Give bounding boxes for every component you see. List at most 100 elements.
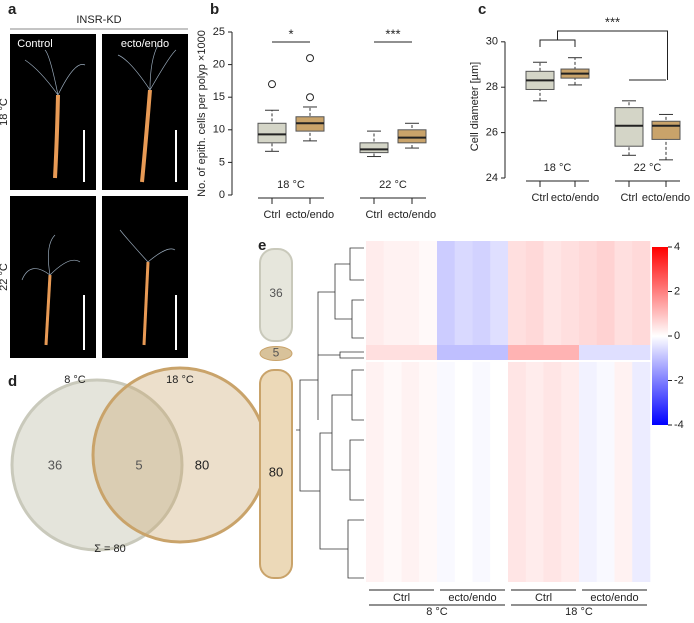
heatmap-cell (614, 362, 633, 582)
group-label: 18 °C (277, 179, 305, 191)
y-tick-label: 24 (486, 172, 498, 184)
y-tick-label: 5 (219, 156, 225, 168)
cluster-label: 5 (273, 346, 280, 360)
column-label: ecto/endo (121, 38, 169, 50)
colorbar-label: 2 (674, 285, 680, 297)
column-label: Ctrl (535, 592, 552, 604)
heatmap-cell (419, 241, 438, 345)
heatmap-cell (490, 345, 509, 360)
heatmap-cell (419, 362, 438, 582)
photos (10, 34, 188, 358)
colorbar-label: -4 (674, 419, 684, 431)
outlier (306, 93, 314, 102)
heatmap-cell (366, 362, 385, 582)
group-label: 18 °C (544, 162, 572, 174)
heatmap-cell (366, 345, 385, 360)
cluster-pill (259, 346, 293, 361)
heatmap-cell (508, 345, 527, 360)
heatmap-cell (472, 241, 491, 345)
colorbar (652, 247, 668, 425)
sig-label: * (288, 26, 293, 41)
heatmap-cell (437, 362, 456, 582)
y-tick-label: 30 (486, 36, 498, 48)
heatmap-cell (632, 241, 651, 345)
y-axis-label: No. of epith. cells per polyp ×1000 (196, 30, 208, 197)
heatmap-cell (632, 362, 651, 582)
heatmap-cell (383, 241, 402, 345)
x-tick-label: Ctrl (531, 192, 548, 204)
panel-label: b (210, 1, 219, 18)
venn-count: 36 (48, 457, 62, 472)
cluster-pill (259, 369, 293, 579)
colorbar-label: -2 (674, 374, 684, 386)
heatmap-cell (401, 241, 420, 345)
x-tick-label: Ctrl (620, 192, 637, 204)
cluster-label: 80 (269, 464, 283, 479)
venn-count: 5 (135, 457, 142, 472)
sig-label: *** (385, 26, 400, 41)
heatmap-cell (383, 345, 402, 360)
colorbar-label: 0 (674, 330, 680, 342)
heatmap-cell (437, 345, 456, 360)
sig-bar (539, 30, 668, 81)
y-tick-label: 20 (213, 59, 225, 71)
y-tick-label: 0 (219, 189, 225, 201)
outlier (268, 80, 276, 89)
heatmap-cell (508, 241, 527, 345)
heatmap-cell (525, 345, 544, 360)
heatmap-cell (614, 241, 633, 345)
heatmap-cell (472, 362, 491, 582)
heatmap-cell (596, 241, 615, 345)
cluster-pill (259, 248, 293, 342)
heatmap-cell (490, 362, 509, 582)
y-tick-label: 25 (213, 26, 225, 38)
box (257, 122, 287, 144)
group-label: 22 °C (379, 179, 407, 191)
y-tick-label: 26 (486, 127, 498, 139)
panel-label: e (258, 237, 266, 254)
heatmap-cell (614, 345, 633, 360)
y-axis-label: Cell diameter [µm] (469, 62, 481, 151)
x-tick-label: Ctrl (263, 209, 280, 221)
venn-count: 80 (195, 457, 209, 472)
heatmap-cell (561, 241, 580, 345)
row-label: 22 °C (0, 263, 10, 291)
group-label: 22 °C (634, 162, 662, 174)
heatmap-cell (419, 345, 438, 360)
column-label: ecto/endo (590, 592, 638, 604)
cluster-label: 36 (269, 286, 283, 300)
panel-a-title: INSR-KD (76, 14, 121, 26)
group-label: 8 °C (426, 606, 448, 618)
dendrogram (296, 247, 364, 579)
heatmap-cell (561, 362, 580, 582)
venn-set-label: 18 °C (166, 374, 194, 386)
x-tick-label: Ctrl (365, 209, 382, 221)
heatmap-cell (490, 241, 509, 345)
column-label: Ctrl (393, 592, 410, 604)
heatmap-cell (596, 345, 615, 360)
x-tick-label: ecto/endo (642, 192, 690, 204)
heatmap-cell (401, 362, 420, 582)
box (359, 142, 389, 154)
panel-label: c (478, 1, 486, 18)
column-label: Control (17, 38, 52, 50)
y-tick-label: 15 (213, 91, 225, 103)
heatmap-cell (579, 345, 598, 360)
heatmap-cell (454, 362, 473, 582)
box (614, 107, 644, 147)
venn-circle (91, 366, 269, 544)
heatmap-cell (437, 241, 456, 345)
heatmap-cell (508, 362, 527, 582)
heatmap-cell (401, 345, 420, 360)
heatmap-cell (561, 345, 580, 360)
x-tick-label: ecto/endo (551, 192, 599, 204)
row-label: 18 °C (0, 98, 10, 126)
y-tick-label: 28 (486, 81, 498, 93)
x-tick-label: ecto/endo (286, 209, 334, 221)
heatmap-cell (543, 241, 562, 345)
panel-label: a (8, 1, 17, 18)
group-label: 18 °C (565, 606, 593, 618)
column-label: ecto/endo (448, 592, 496, 604)
x-tick-label: ecto/endo (388, 209, 436, 221)
sig-label: *** (605, 14, 620, 29)
